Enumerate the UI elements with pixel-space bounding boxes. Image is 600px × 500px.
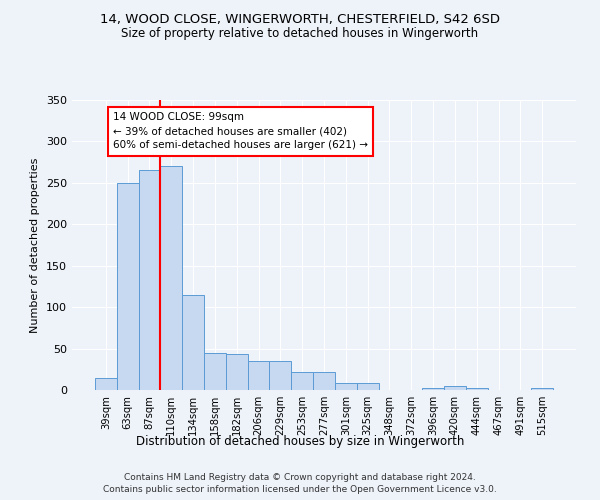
Text: 14, WOOD CLOSE, WINGERWORTH, CHESTERFIELD, S42 6SD: 14, WOOD CLOSE, WINGERWORTH, CHESTERFIEL… xyxy=(100,12,500,26)
Bar xyxy=(466,388,488,390)
Bar xyxy=(182,294,204,390)
Text: Distribution of detached houses by size in Wingerworth: Distribution of detached houses by size … xyxy=(136,435,464,448)
Bar xyxy=(95,378,117,390)
Bar xyxy=(335,384,357,390)
Text: Size of property relative to detached houses in Wingerworth: Size of property relative to detached ho… xyxy=(121,28,479,40)
Bar xyxy=(160,166,182,390)
Bar xyxy=(444,386,466,390)
Bar xyxy=(248,361,269,390)
Bar xyxy=(226,354,248,390)
Text: Contains public sector information licensed under the Open Government Licence v3: Contains public sector information licen… xyxy=(103,485,497,494)
Bar xyxy=(422,388,444,390)
Bar xyxy=(531,388,553,390)
Bar xyxy=(204,352,226,390)
Bar xyxy=(357,384,379,390)
Bar xyxy=(291,372,313,390)
Bar xyxy=(313,372,335,390)
Bar xyxy=(269,361,291,390)
Bar xyxy=(117,183,139,390)
Text: 14 WOOD CLOSE: 99sqm
← 39% of detached houses are smaller (402)
60% of semi-deta: 14 WOOD CLOSE: 99sqm ← 39% of detached h… xyxy=(113,112,368,150)
Bar xyxy=(139,170,160,390)
Y-axis label: Number of detached properties: Number of detached properties xyxy=(31,158,40,332)
Text: Contains HM Land Registry data © Crown copyright and database right 2024.: Contains HM Land Registry data © Crown c… xyxy=(124,472,476,482)
